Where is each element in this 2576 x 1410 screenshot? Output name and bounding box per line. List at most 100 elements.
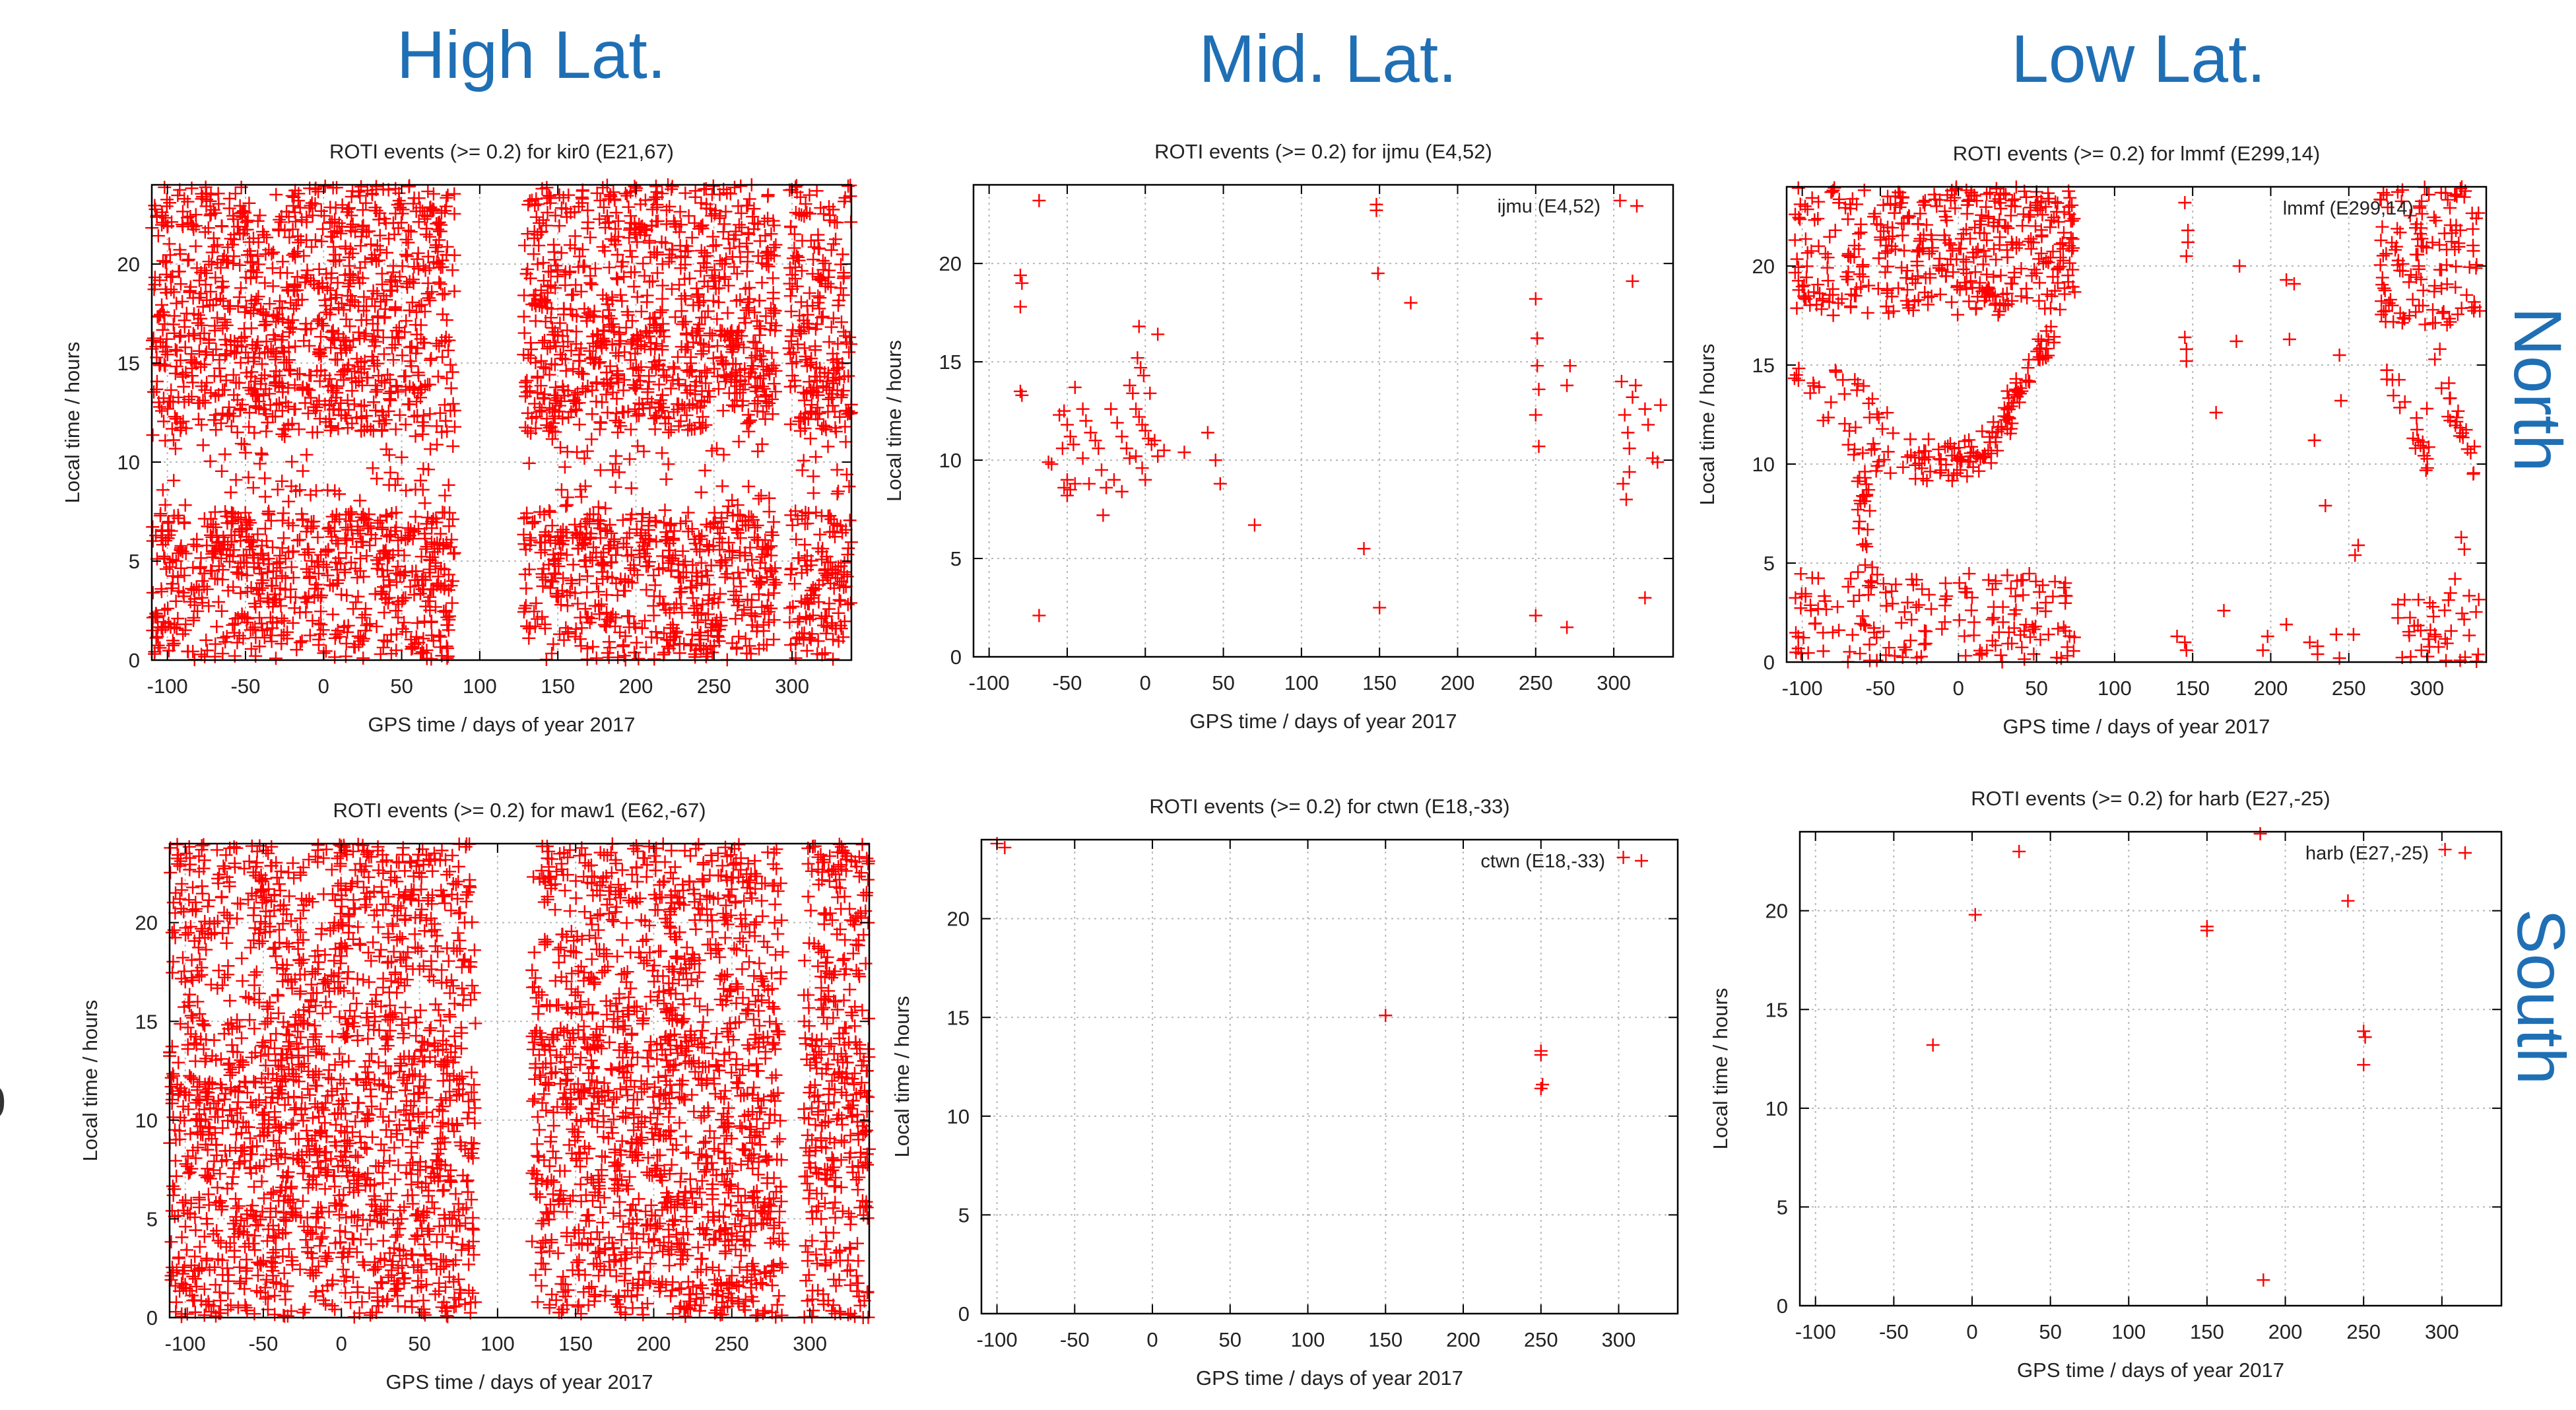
data-point-2465 [615,294,628,308]
data-point-1504 [352,325,366,339]
data-point-2228 [626,576,639,589]
data-point-250 [1994,269,2007,282]
data-point-592 [1861,523,1874,536]
data-point-472 [1935,622,1948,636]
data-point-472 [301,543,314,556]
data-point-39 [1131,351,1144,364]
data-point-3196 [632,364,645,377]
data-point-5 [248,1180,261,1193]
data-point-607 [1853,515,1866,528]
data-point-1849 [635,305,648,318]
data-point-2964 [729,612,742,625]
data-point-1149 [176,295,189,308]
data-point-3027 [659,504,672,517]
data-point-36 [1115,485,1129,498]
x-tick-label: 100 [1284,671,1319,694]
data-point-2705 [660,204,673,217]
data-point-1410 [302,407,315,420]
data-point-1106 [446,366,459,379]
data-point-3 [192,413,205,426]
data-point-1364 [179,341,192,354]
data-point-271 [169,442,182,455]
data-point-473 [2033,586,2046,599]
data-point-1769 [624,562,637,575]
data-point-695 [2466,222,2480,236]
data-point-2884 [594,463,607,477]
data-point-521 [2051,622,2064,635]
data-point-549 [1877,577,1890,590]
data-point-1716 [358,399,371,412]
data-point-1256 [231,426,244,439]
data-point-62 [1032,609,1045,622]
x-tick-label: 0 [1140,671,1151,694]
x-tick-label: -100 [969,671,1010,694]
data-point-353 [1989,253,2002,266]
data-point-3287 [818,646,832,659]
data-point-348 [1844,251,1857,264]
data-point-2743 [548,246,561,259]
data-point-1007 [2210,406,2223,419]
data-point-204 [1791,253,1804,266]
data-point-982 [2468,440,2481,453]
data-point-3202 [603,635,616,648]
data-point-412 [1945,296,1958,309]
data-point-716 [2379,247,2393,260]
data-point-20 [230,473,243,487]
x-tick-label: 50 [1212,671,1234,694]
data-point-942 [2000,384,2014,397]
data-point-3019 [609,481,622,494]
data-point-495 [1918,638,1931,651]
data-point-544 [1808,617,1822,630]
data-point-756 [2462,629,2476,642]
x-tick-label: 150 [541,675,575,698]
data-point-49 [1136,461,1149,475]
data-point-427 [1986,583,1999,596]
data-point-60 [433,1103,446,1116]
data-point-1950 [574,640,587,653]
data-point-314 [448,547,461,560]
x-tick-label: 200 [619,675,653,698]
data-point-59 [1209,453,1222,467]
data-point-34 [1123,452,1137,465]
data-point-2391 [517,537,531,551]
data-point-1125 [195,419,208,432]
data-point-675 [2379,284,2392,297]
data-point-2524 [555,483,568,496]
data-point-433 [441,189,454,202]
data-point-1663 [326,608,339,621]
data-point-987 [440,604,453,617]
data-point-85 [1616,477,1630,490]
data-point-224 [285,455,298,468]
data-point-3178 [517,605,531,619]
data-point-3438 [838,270,851,283]
data-point-2473 [733,435,746,448]
data-point-625 [2412,299,2426,312]
data-point-158 [1994,202,2007,215]
data-point-3055 [694,265,707,278]
data-point-1000 [2178,331,2191,344]
data-point-209 [1862,279,1875,292]
data-point-1027 [2261,630,2274,643]
data-point-11 [1792,182,1805,195]
data-point-1375 [253,584,266,597]
data-point-14 [1069,381,1082,394]
data-point-699 [339,650,352,663]
data-point-1500 [176,368,189,382]
data-point-1655 [208,240,221,253]
data-point-77 [1564,359,1577,372]
data-point-1467 [441,642,454,655]
data-point-73 [1896,229,1909,242]
data-point-739 [2417,284,2430,297]
data-point-1937 [578,554,591,568]
data-point-938 [1836,374,1849,387]
data-point-1438 [247,304,260,317]
data-point-2323 [622,201,635,214]
heading-south: South [2507,909,2575,1085]
data-point-2148 [735,207,748,220]
data-point-2967 [740,304,753,317]
data-point-972 [2380,373,2393,386]
data-point-11 [1064,430,1077,443]
data-point-755 [2412,593,2425,606]
data-point-1419 [391,472,405,485]
data-point-3305 [796,463,809,477]
